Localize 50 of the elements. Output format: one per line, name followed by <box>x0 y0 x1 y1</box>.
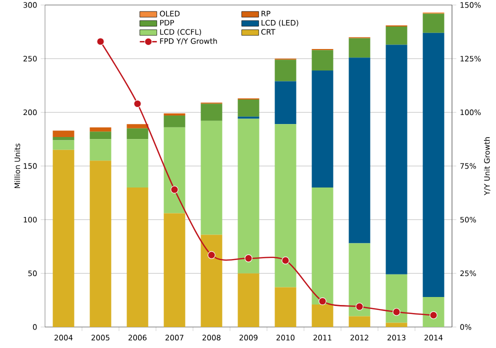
bar <box>164 127 186 214</box>
bar <box>386 26 408 45</box>
bar <box>274 81 296 124</box>
bar <box>422 296 444 327</box>
point <box>208 251 216 259</box>
bar <box>126 128 148 140</box>
bar <box>238 99 260 117</box>
bar <box>312 50 334 70</box>
bar <box>348 243 370 316</box>
point <box>170 186 178 194</box>
bar <box>164 113 186 116</box>
bar <box>164 213 186 327</box>
bar <box>312 304 334 327</box>
bar <box>90 132 112 140</box>
bar <box>274 60 296 82</box>
bar <box>386 322 408 327</box>
bar <box>274 287 296 327</box>
point <box>134 100 142 108</box>
bar <box>422 14 444 33</box>
bar <box>238 118 260 274</box>
bar <box>52 150 74 327</box>
bar <box>52 137 74 140</box>
bar <box>422 32 444 297</box>
bar <box>126 139 148 188</box>
point <box>96 38 104 46</box>
point <box>318 297 326 306</box>
bar <box>200 120 222 235</box>
point <box>356 302 364 311</box>
bar <box>52 130 74 138</box>
bar <box>312 70 334 188</box>
bar <box>386 274 408 323</box>
bar <box>90 139 112 161</box>
bar <box>312 187 334 304</box>
bar <box>348 38 370 58</box>
point <box>282 256 290 264</box>
bar <box>200 104 222 121</box>
bar <box>126 187 148 327</box>
bar <box>164 116 186 128</box>
bar <box>90 160 112 327</box>
bar <box>274 124 296 288</box>
point <box>392 308 400 316</box>
bar <box>52 140 74 150</box>
point <box>244 254 252 262</box>
bar <box>238 273 260 327</box>
bar <box>348 316 370 327</box>
bar <box>90 127 112 132</box>
bar <box>348 58 370 244</box>
bar <box>386 44 408 274</box>
bar <box>200 234 222 327</box>
bar <box>126 124 148 128</box>
